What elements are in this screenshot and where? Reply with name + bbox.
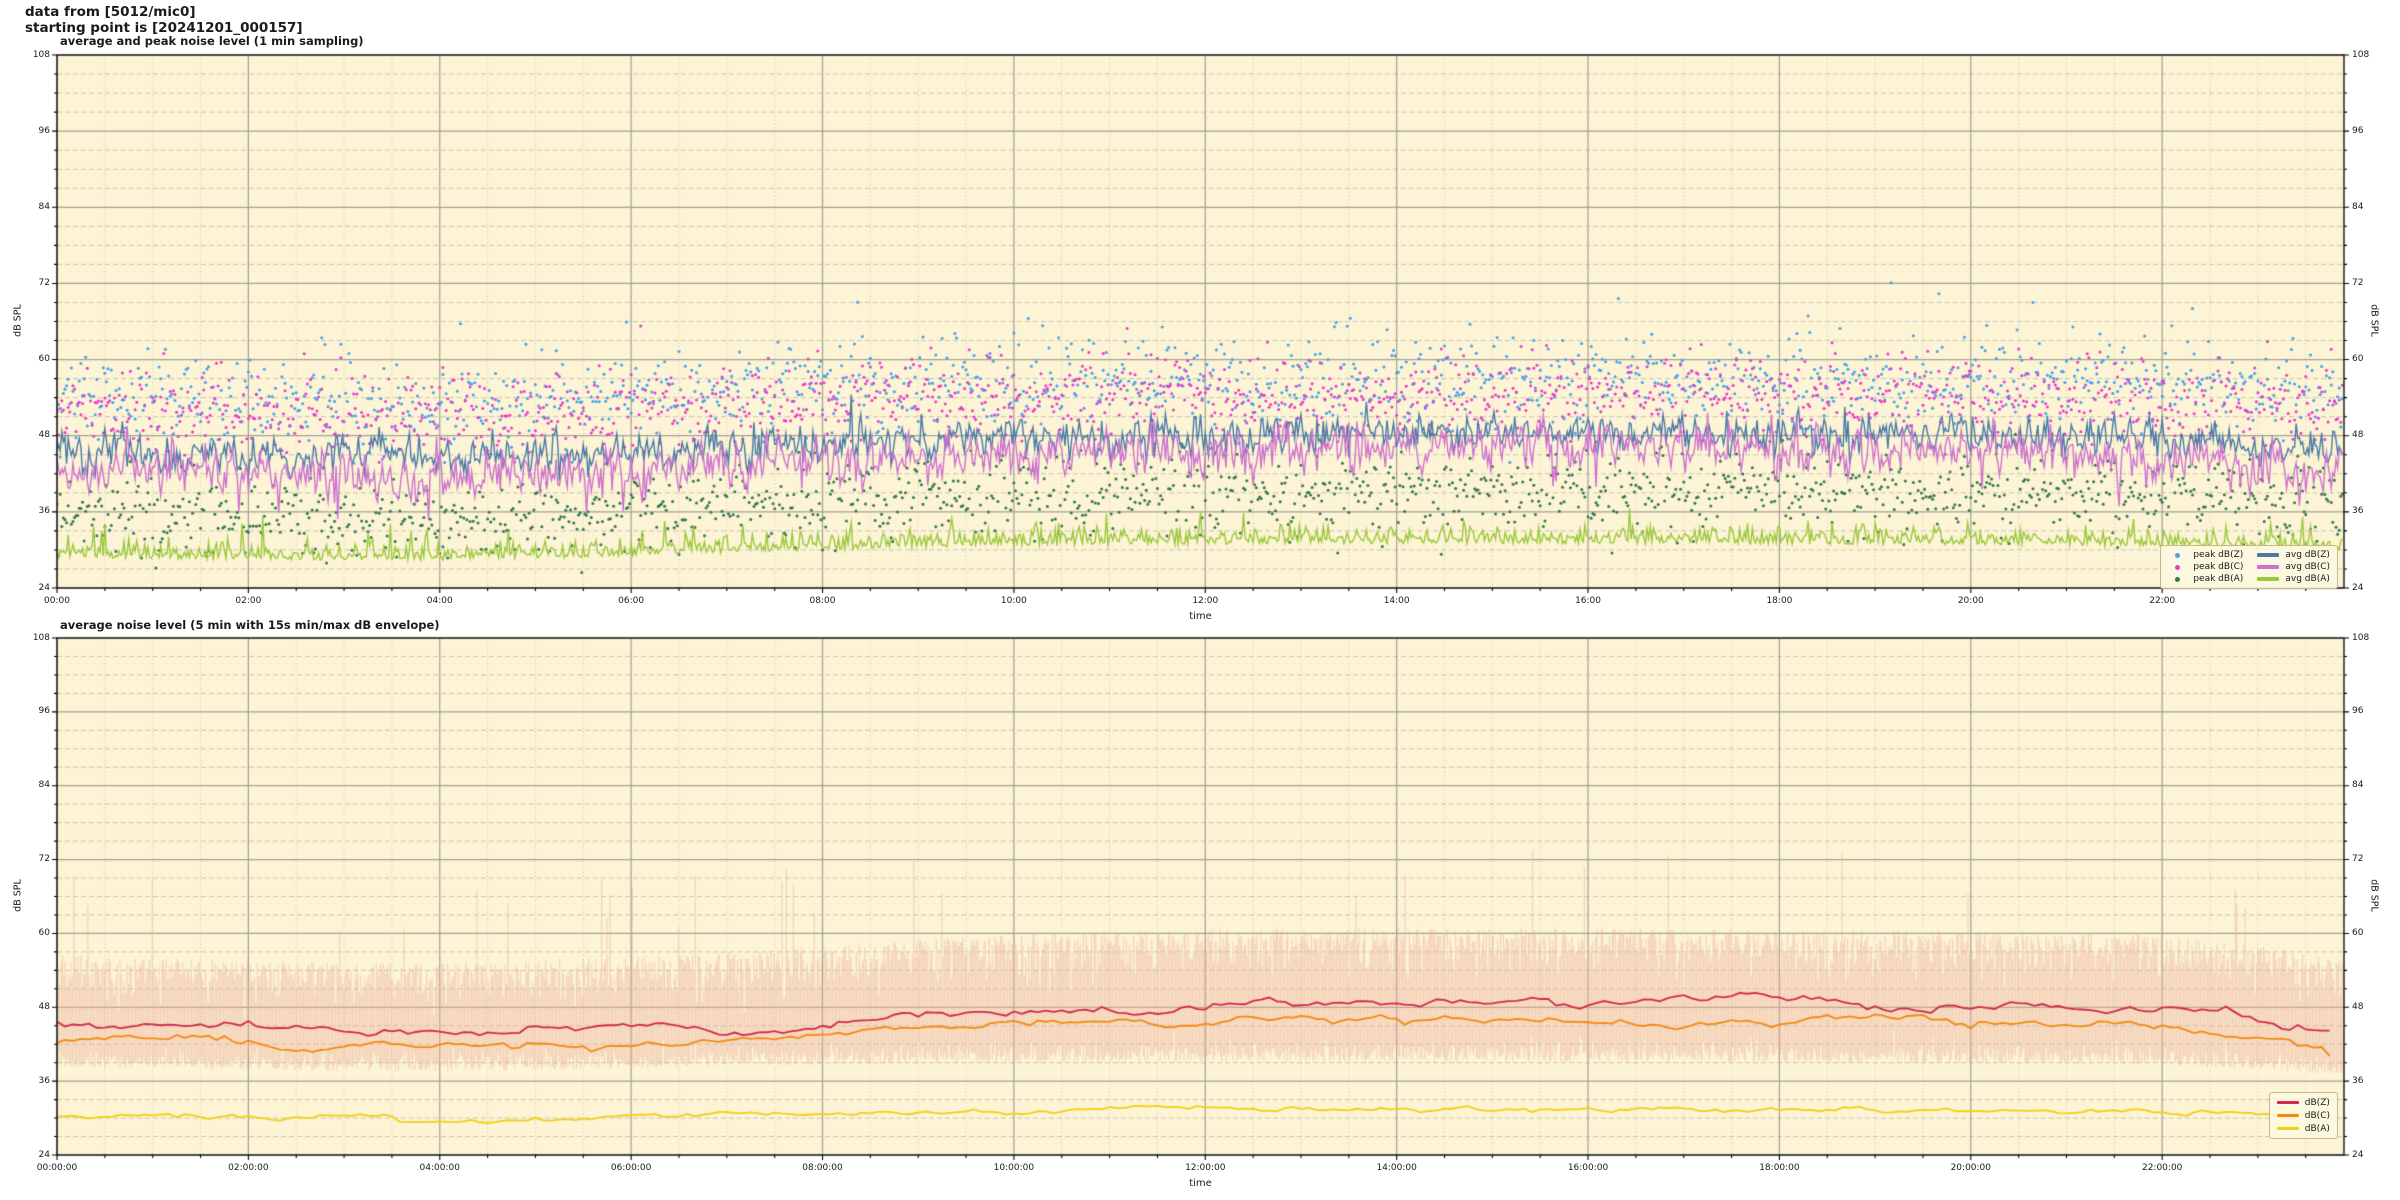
x-tick-label: 22:00:00 bbox=[2141, 1163, 2183, 1173]
x-tick-label: 12:00 bbox=[1192, 596, 1219, 606]
y-tick-label: 96 bbox=[38, 706, 50, 717]
header-line-start: starting point is [20241201_000157] bbox=[25, 20, 303, 36]
y-tick-label: 84 bbox=[2352, 201, 2364, 212]
x-tick-label: 04:00 bbox=[426, 596, 453, 606]
legend-dot-swatch bbox=[2175, 564, 2181, 570]
y-tick-label: 72 bbox=[38, 277, 50, 288]
legend-label: avg dB(Z) bbox=[2285, 550, 2330, 560]
y-tick-label: 72 bbox=[2352, 277, 2364, 288]
y-tick-label: 48 bbox=[2352, 1001, 2364, 1012]
chart1-y-axis-label-left: dB SPL bbox=[12, 304, 24, 337]
legend-line-swatch bbox=[2276, 1113, 2299, 1118]
legend-line-swatch bbox=[2257, 553, 2280, 557]
x-tick-label: 06:00 bbox=[618, 596, 645, 606]
legend-item: avg dB(A) bbox=[2257, 573, 2330, 585]
y-tick-label: 48 bbox=[2352, 430, 2364, 441]
x-tick-label: 10:00:00 bbox=[993, 1163, 1035, 1173]
y-tick-label: 24 bbox=[38, 582, 50, 593]
chart2-y-axis-label-left: dB SPL bbox=[12, 879, 24, 912]
x-tick-label: 08:00 bbox=[809, 596, 836, 606]
y-tick-label: 96 bbox=[2352, 706, 2364, 717]
y-tick-label: 96 bbox=[2352, 125, 2364, 136]
y-tick-label: 84 bbox=[2352, 780, 2364, 791]
y-tick-label: 108 bbox=[2352, 49, 2370, 60]
legend-item: dB(C) bbox=[2276, 1109, 2330, 1122]
legend-label: peak dB(A) bbox=[2193, 574, 2244, 584]
y-tick-label: 36 bbox=[38, 1075, 50, 1086]
legend-line-swatch bbox=[2257, 577, 2280, 581]
y-tick-label: 72 bbox=[38, 854, 50, 865]
legend-label: avg dB(A) bbox=[2285, 574, 2330, 584]
y-tick-label: 60 bbox=[2352, 927, 2364, 938]
x-tick-label: 08:00:00 bbox=[802, 1163, 843, 1173]
legend-line-swatch bbox=[2276, 1126, 2299, 1131]
x-tick-label: 00:00:00 bbox=[36, 1163, 78, 1173]
y-tick-label: 60 bbox=[38, 927, 50, 938]
x-tick-label: 06:00:00 bbox=[610, 1163, 652, 1173]
x-tick-label: 20:00 bbox=[1957, 596, 1984, 606]
legend-line-swatch bbox=[2276, 1100, 2299, 1105]
x-tick-label: 02:00:00 bbox=[228, 1163, 269, 1173]
y-tick-label: 96 bbox=[38, 125, 50, 136]
x-tick-label: 14:00:00 bbox=[1376, 1163, 1417, 1173]
legend-item: peak dB(C) bbox=[2168, 561, 2243, 573]
y-tick-label: 84 bbox=[38, 201, 50, 212]
y-tick-label: 72 bbox=[2352, 854, 2364, 865]
x-tick-label: 04:00:00 bbox=[419, 1163, 460, 1173]
x-tick-label: 02:00 bbox=[235, 596, 262, 606]
y-tick-label: 48 bbox=[38, 430, 50, 441]
y-tick-label: 24 bbox=[38, 1149, 50, 1160]
legend-dot-swatch bbox=[2175, 552, 2181, 558]
legend-label: dB(A) bbox=[2304, 1123, 2330, 1134]
y-tick-label: 36 bbox=[38, 506, 50, 517]
legend-dot-swatch bbox=[2175, 576, 2181, 582]
legend-item: peak dB(Z) bbox=[2168, 549, 2243, 561]
x-tick-label: 18:00 bbox=[1766, 596, 1793, 606]
chart1-legend: peak dB(Z) peak dB(C) peak dB(A) avg dB(Z) a… bbox=[2160, 545, 2338, 589]
y-tick-label: 60 bbox=[38, 354, 50, 365]
x-tick-label: 10:00 bbox=[1000, 596, 1027, 606]
chart1-x-axis-label: time bbox=[1189, 611, 1212, 622]
chart1-y-axis-label-right: dB SPL bbox=[2368, 304, 2380, 337]
header-line-source: data from [5012/mic0] bbox=[25, 4, 196, 20]
chart2-title: average noise level (5 min with 15s min/… bbox=[60, 618, 440, 632]
legend-label: peak dB(C) bbox=[2193, 562, 2244, 572]
x-tick-label: 18:00:00 bbox=[1759, 1163, 1800, 1173]
x-tick-label: 20:00:00 bbox=[1950, 1163, 1991, 1173]
y-tick-label: 108 bbox=[32, 49, 50, 60]
legend-label: peak dB(Z) bbox=[2193, 550, 2244, 560]
x-tick-label: 22:00 bbox=[2149, 596, 2176, 606]
legend-label: dB(Z) bbox=[2304, 1097, 2330, 1108]
legend-item: peak dB(A) bbox=[2168, 573, 2243, 585]
y-tick-label: 24 bbox=[2352, 582, 2364, 593]
chart1-title: average and peak noise level (1 min samp… bbox=[60, 34, 364, 48]
y-tick-label: 24 bbox=[2352, 1149, 2364, 1160]
y-tick-label: 108 bbox=[2352, 632, 2370, 643]
x-tick-label: 16:00 bbox=[1575, 596, 1601, 606]
legend-item: dB(A) bbox=[2276, 1122, 2330, 1135]
legend-item: dB(Z) bbox=[2276, 1096, 2330, 1109]
y-tick-label: 84 bbox=[38, 780, 50, 791]
y-tick-label: 36 bbox=[2352, 506, 2364, 517]
legend-label: avg dB(C) bbox=[2285, 562, 2330, 572]
y-tick-label: 108 bbox=[32, 632, 50, 643]
legend-item: avg dB(Z) bbox=[2257, 549, 2330, 561]
chart2-x-axis-label: time bbox=[1189, 1178, 1212, 1189]
x-tick-label: 16:00:00 bbox=[1567, 1163, 1609, 1173]
y-tick-label: 60 bbox=[2352, 354, 2364, 365]
chart2-y-axis-label-right: dB SPL bbox=[2368, 879, 2380, 912]
y-tick-label: 48 bbox=[38, 1001, 50, 1012]
x-tick-label: 12:00:00 bbox=[1185, 1163, 1226, 1173]
legend-line-swatch bbox=[2257, 565, 2280, 569]
chart2-legend: dB(Z) dB(C) dB(A) bbox=[2268, 1092, 2338, 1139]
legend-label: dB(C) bbox=[2304, 1110, 2330, 1121]
x-tick-label: 00:00 bbox=[44, 596, 70, 606]
y-tick-label: 36 bbox=[2352, 1075, 2364, 1086]
legend-item: avg dB(C) bbox=[2257, 561, 2330, 573]
x-tick-label: 14:00 bbox=[1383, 596, 1410, 606]
